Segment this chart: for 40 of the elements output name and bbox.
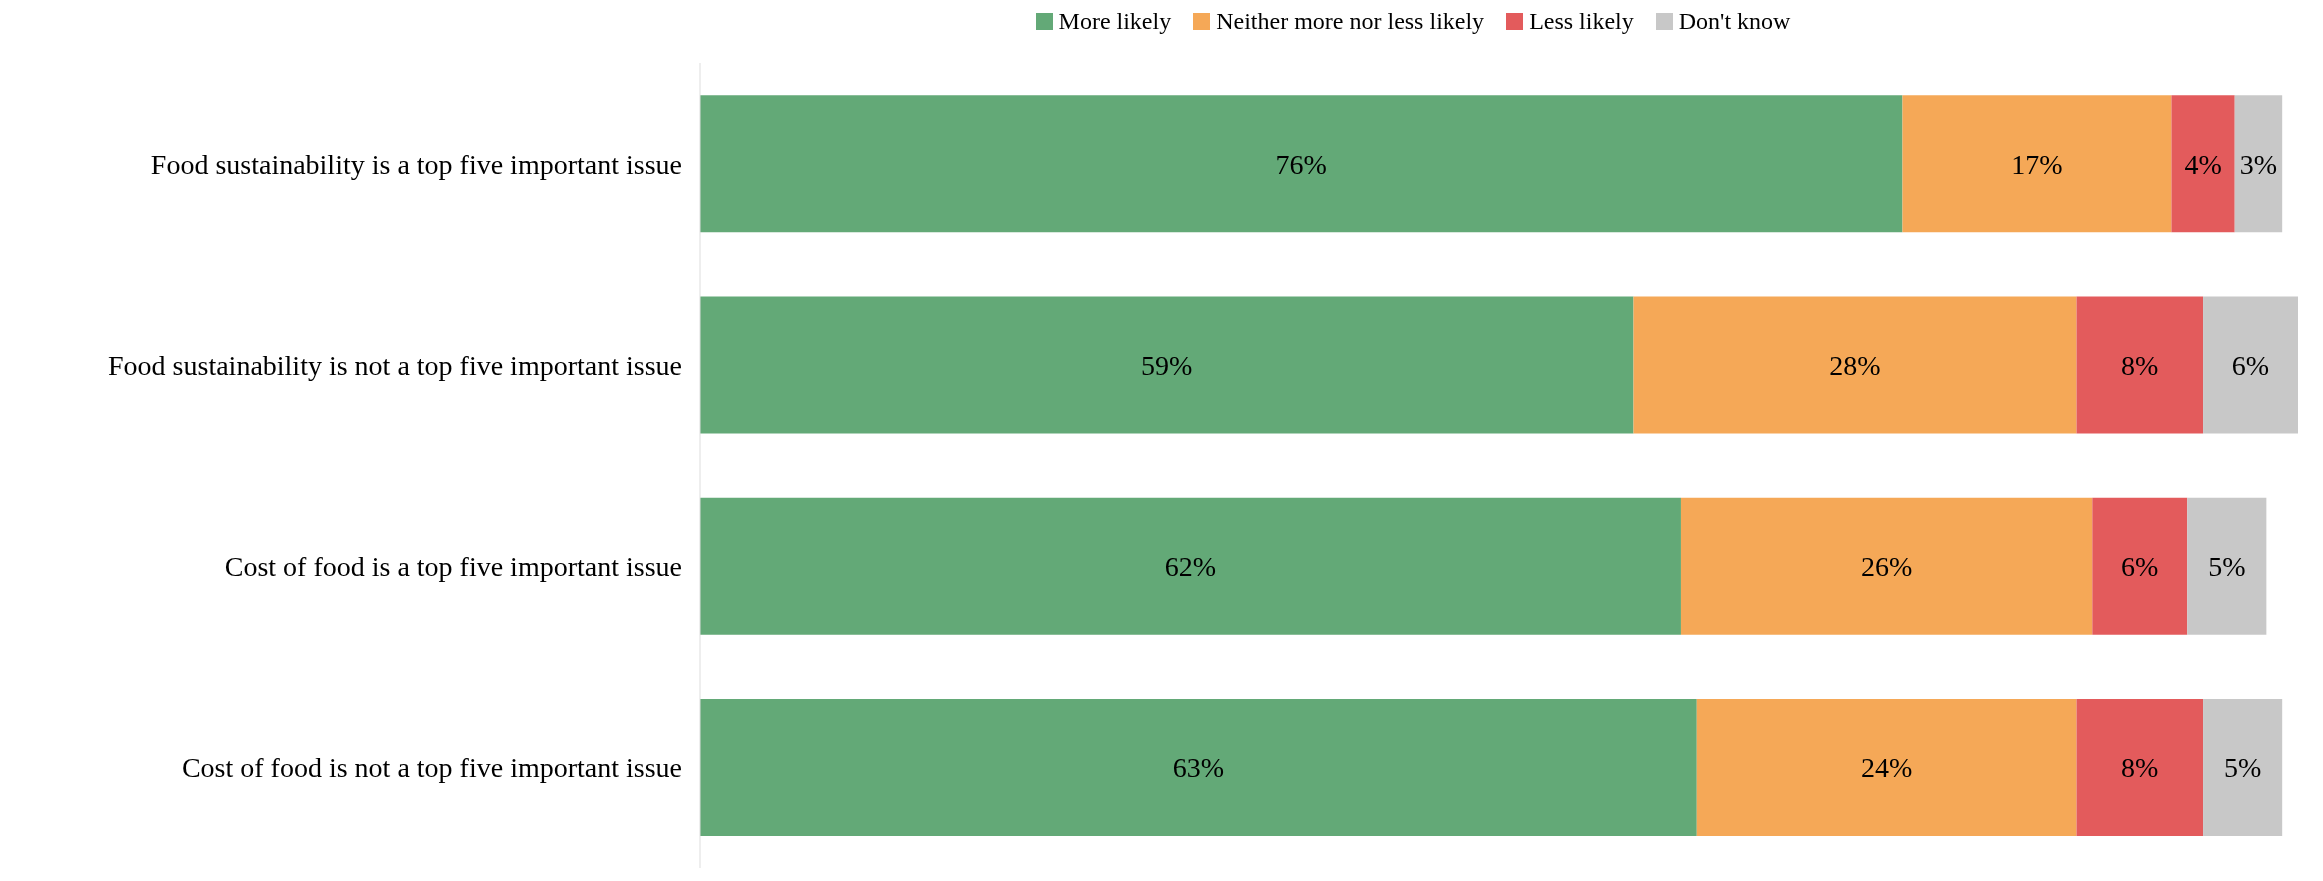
data-label: 28% [1829, 349, 1881, 381]
data-label: 6% [2121, 551, 2159, 583]
data-label: 76% [1275, 148, 1327, 180]
legend-label: More likely [1057, 8, 1172, 35]
bar [2203, 698, 2283, 836]
legend-label: Neither more nor less likely [1215, 8, 1485, 35]
y-tick-label: Cost of food is a top five important issue [224, 551, 682, 583]
bar [2234, 95, 2283, 233]
bar [2187, 497, 2267, 635]
data-label: 5% [2208, 551, 2246, 583]
bar [2203, 296, 2298, 434]
data-label: 59% [1141, 349, 1193, 381]
data-label: 4% [2184, 148, 2222, 180]
legend-label: Less likely [1528, 8, 1634, 35]
bar [1902, 95, 2172, 233]
bar [700, 296, 1634, 434]
data-label: 8% [2121, 752, 2159, 784]
bar [700, 698, 1697, 836]
data-label: 3% [2239, 148, 2278, 180]
data-label: 63% [1172, 752, 1225, 784]
bar [1696, 698, 2077, 836]
bar [700, 95, 1903, 233]
bar [2076, 698, 2204, 836]
bar [2171, 95, 2235, 233]
data-label: 62% [1164, 551, 1217, 583]
data-label: 8% [2121, 349, 2159, 381]
y-tick-label: Cost of food is not a top five important issue [181, 752, 682, 784]
data-label: 24% [1860, 752, 1913, 784]
y-tick-label: Food sustainability is not a top five important issue [108, 349, 682, 381]
data-label: 5% [2223, 752, 2262, 784]
bar [2092, 497, 2188, 635]
bar [1680, 497, 2093, 635]
data-label: 26% [1860, 551, 1913, 583]
y-tick-label: Food sustainability is a top five important issue [150, 148, 682, 180]
bar [1633, 296, 2077, 434]
bar [2076, 296, 2204, 434]
bar [700, 497, 1681, 635]
data-label: 17% [2011, 148, 2063, 180]
data-label: 6% [2231, 349, 2270, 381]
legend-label: Don't know [1677, 8, 1791, 35]
